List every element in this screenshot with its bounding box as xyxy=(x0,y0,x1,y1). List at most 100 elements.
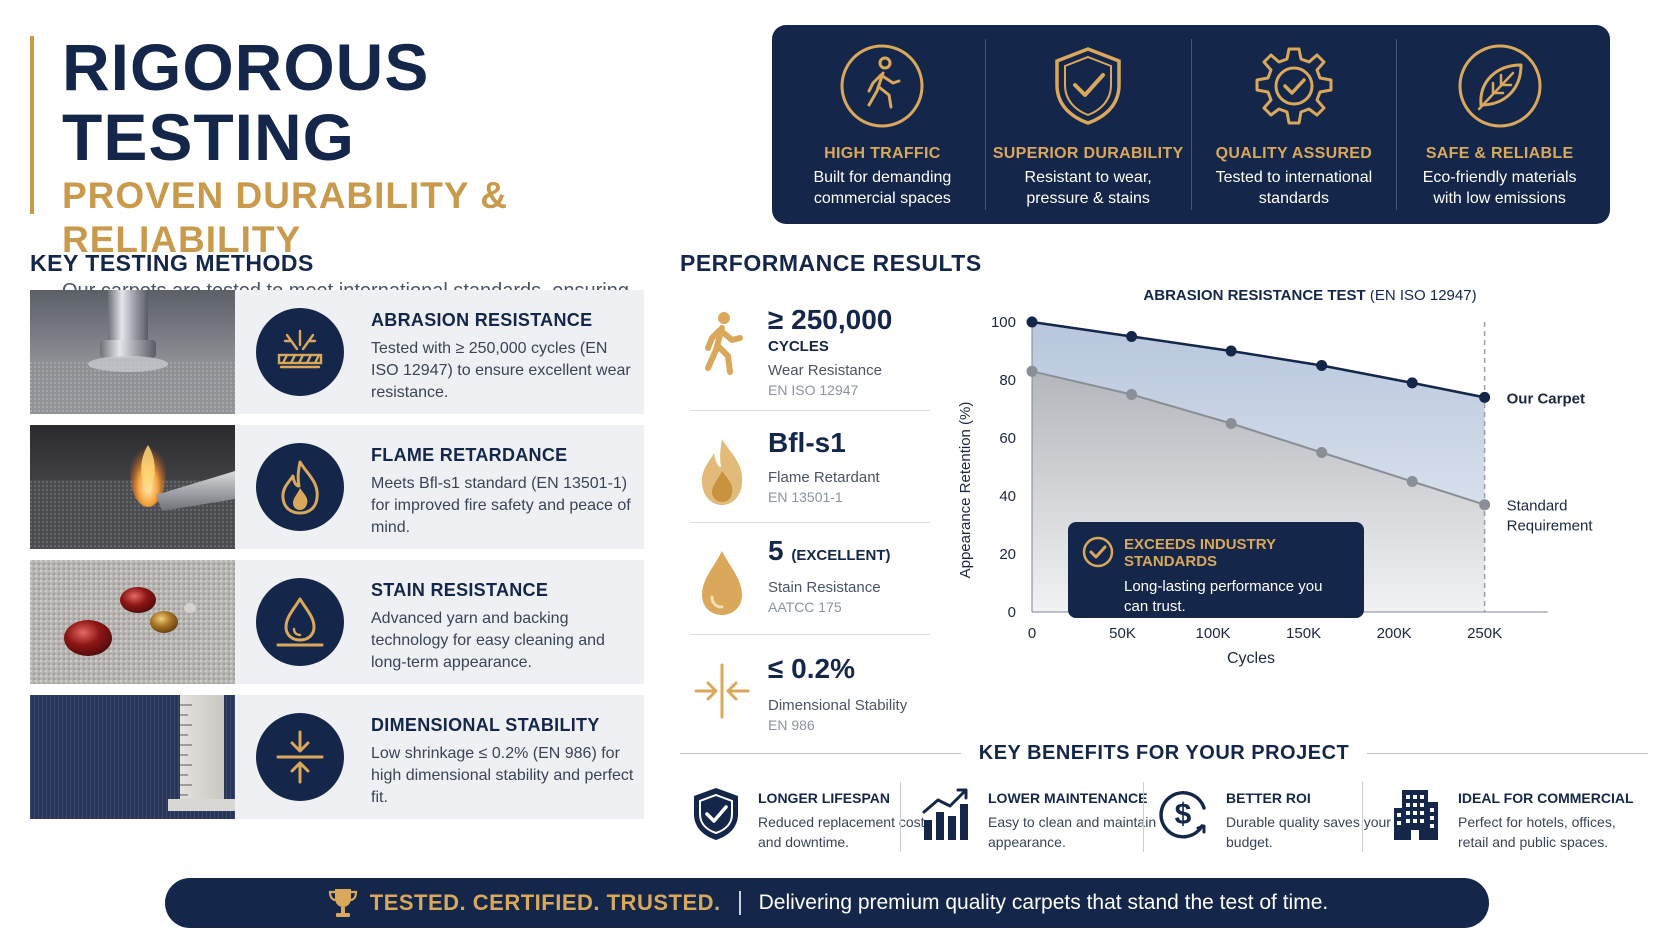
footer-text: Delivering premium quality carpets that … xyxy=(758,891,1329,914)
stat-label: Flame Retardant xyxy=(768,469,880,486)
stat-value: Bfl-s1 xyxy=(768,427,846,458)
abrasion-test-photo xyxy=(30,290,235,414)
feature-title: QUALITY ASSURED xyxy=(1215,145,1373,162)
benefit-lower-maintenance: LOWER MAINTENANCE Easy to clean and main… xyxy=(920,782,1156,852)
method-title: DIMENSIONAL STABILITY xyxy=(371,715,600,735)
divider xyxy=(900,782,901,852)
footer-tagline: TESTED. CERTIFIED. TRUSTED. xyxy=(369,890,721,915)
x-tick-label: 250K xyxy=(1467,625,1502,642)
our-carpet-label: Our Carpet xyxy=(1507,390,1585,407)
compress-arrows-icon xyxy=(276,730,324,784)
series-lines xyxy=(1031,320,1485,506)
method-card-flame: FLAME RETARDANCE Meets Bfl-s1 standard (… xyxy=(30,425,644,549)
callout-text: Long-lasting performance you can trust. xyxy=(1124,578,1323,615)
method-icon-badge xyxy=(256,308,344,396)
walking-person-icon xyxy=(705,312,743,375)
benefit-text: Perfect for hotels, offices, retail and … xyxy=(1458,814,1616,850)
feature-safe-reliable: SAFE & RELIABLE Eco-friendly materials w… xyxy=(1396,39,1602,210)
method-title: FLAME RETARDANCE xyxy=(371,445,568,465)
our-carpet-point xyxy=(1479,391,1491,403)
feature-quality-assured: QUALITY ASSURED Tested to international … xyxy=(1190,39,1397,210)
y-tick-label: 20 xyxy=(999,546,1016,563)
feature-high-traffic: HIGH TRAFFIC Built for demanding commerc… xyxy=(780,39,985,210)
exceeds-standards-callout: EXCEEDS INDUSTRY STANDARDS Long-lasting … xyxy=(1068,522,1364,618)
benefit-text: Durable quality saves your budget. xyxy=(1226,814,1391,850)
stat-label: Dimensional Stability xyxy=(768,697,908,714)
divider xyxy=(1362,782,1363,852)
droplet-icon xyxy=(702,551,742,615)
our-carpet-point xyxy=(1316,360,1328,371)
x-tick-labels: 0 50K 100K 150K 200K 250K xyxy=(1028,625,1502,642)
trophy-icon xyxy=(328,889,357,917)
shield-check-icon xyxy=(694,788,738,840)
x-tick-label: 150K xyxy=(1286,625,1321,642)
y-tick-label: 0 xyxy=(1008,604,1016,621)
check-circle-icon xyxy=(1082,536,1114,568)
feature-title: HIGH TRAFFIC xyxy=(824,145,941,162)
y-tick-label: 100 xyxy=(991,314,1016,331)
benefit-better-roi: $ BETTER ROI Durable quality saves your … xyxy=(1158,782,1391,852)
stat-standard: EN 986 xyxy=(768,717,815,733)
feature-panel: HIGH TRAFFIC Built for demanding commerc… xyxy=(772,25,1610,224)
benefit-text: Easy to clean and maintain appearance. xyxy=(988,814,1157,850)
callout-title: EXCEEDS INDUSTRY STANDARDS xyxy=(1124,536,1276,570)
standard-requirement-line xyxy=(1031,370,1485,506)
method-text: Tested with ≥ 250,000 cycles (EN ISO 129… xyxy=(371,340,631,401)
benefit-ideal-commercial: IDEAL FOR COMMERCIAL Perfect for hotels,… xyxy=(1390,782,1634,852)
feature-text: Tested to international standards xyxy=(1215,169,1373,207)
footer-banner: TESTED. CERTIFIED. TRUSTED. Delivering p… xyxy=(165,878,1489,928)
standard-requirement-point xyxy=(1225,418,1237,429)
x-tick-label: 200K xyxy=(1377,625,1412,642)
series-points xyxy=(1026,316,1491,511)
compress-arrows-icon xyxy=(694,663,750,719)
standard-requirement-point xyxy=(1026,365,1038,377)
standard-requirement-point xyxy=(1406,476,1418,487)
page-subtitle: PROVEN DURABILITY & RELIABILITY xyxy=(62,175,508,260)
benefit-title: IDEAL FOR COMMERCIAL xyxy=(1458,790,1634,806)
stat-unit: CYCLES xyxy=(768,338,829,355)
stat-stain: 5 (EXCELLENT) Stain Resistance AATCC 175 xyxy=(690,522,930,634)
our-carpet-point xyxy=(1225,345,1237,357)
feature-text: Built for demanding commercial spaces xyxy=(813,169,952,207)
svg-text:$: $ xyxy=(1175,798,1192,831)
method-card-stain: STAIN RESISTANCE Advanced yarn and backi… xyxy=(30,560,644,684)
building-icon xyxy=(1394,790,1438,840)
standard-requirement-point xyxy=(1479,499,1491,511)
stat-value-number: 5 xyxy=(768,535,784,566)
abrasion-icon xyxy=(277,329,323,369)
x-tick-label: 50K xyxy=(1109,625,1136,642)
hero-section: RIGOROUS TESTING PROVEN DURABILITY & REL… xyxy=(30,32,710,328)
series-labels: Our Carpet Standard Requirement xyxy=(1507,390,1594,534)
methods-heading: KEY TESTING METHODS xyxy=(30,250,314,276)
x-tick-label: 0 xyxy=(1028,625,1036,642)
standard-requirement-point xyxy=(1126,389,1138,400)
footer-separator xyxy=(738,891,741,915)
method-card-abrasion: ABRASION RESISTANCE Tested with ≥ 250,00… xyxy=(30,290,644,414)
benefits-header: KEY BENEFITS FOR YOUR PROJECT xyxy=(680,738,1648,768)
method-text: Low shrinkage ≤ 0.2% (EN 986) for high d… xyxy=(371,745,634,806)
method-text: Advanced yarn and backing technology for… xyxy=(371,610,605,671)
benefit-title: LONGER LIFESPAN xyxy=(758,790,890,806)
benefits-heading: KEY BENEFITS FOR YOUR PROJECT xyxy=(978,741,1350,764)
feature-title: SUPERIOR DURABILITY xyxy=(992,145,1184,162)
benefit-title: LOWER MAINTENANCE xyxy=(988,790,1148,806)
droplet-icon xyxy=(276,597,324,647)
stain-test-photo xyxy=(30,560,235,684)
x-tick-label: 100K xyxy=(1196,625,1231,642)
our-carpet-point xyxy=(1026,316,1038,328)
our-carpet-point xyxy=(1406,377,1418,389)
y-tick-label: 40 xyxy=(999,488,1016,505)
flame-icon xyxy=(281,460,319,515)
feature-title: SAFE & RELIABLE xyxy=(1425,145,1574,162)
feature-superior-durability: SUPERIOR DURABILITY Resistant to wear, p… xyxy=(984,39,1191,210)
leaf-icon xyxy=(1458,44,1542,128)
method-icon-badge xyxy=(256,578,344,666)
stat-label: Wear Resistance xyxy=(768,362,882,379)
benefit-longer-lifespan: LONGER LIFESPAN Reduced replacement cost… xyxy=(690,782,925,852)
flame-icon xyxy=(701,439,743,505)
stat-dimensional: ≤ 0.2% Dimensional Stability EN 986 xyxy=(690,634,930,746)
stat-value: 5 (EXCELLENT) xyxy=(768,535,891,567)
page-title: RIGOROUS TESTING xyxy=(62,30,430,174)
performance-heading: PERFORMANCE RESULTS xyxy=(680,250,982,276)
standard-requirement-point xyxy=(1316,447,1328,458)
